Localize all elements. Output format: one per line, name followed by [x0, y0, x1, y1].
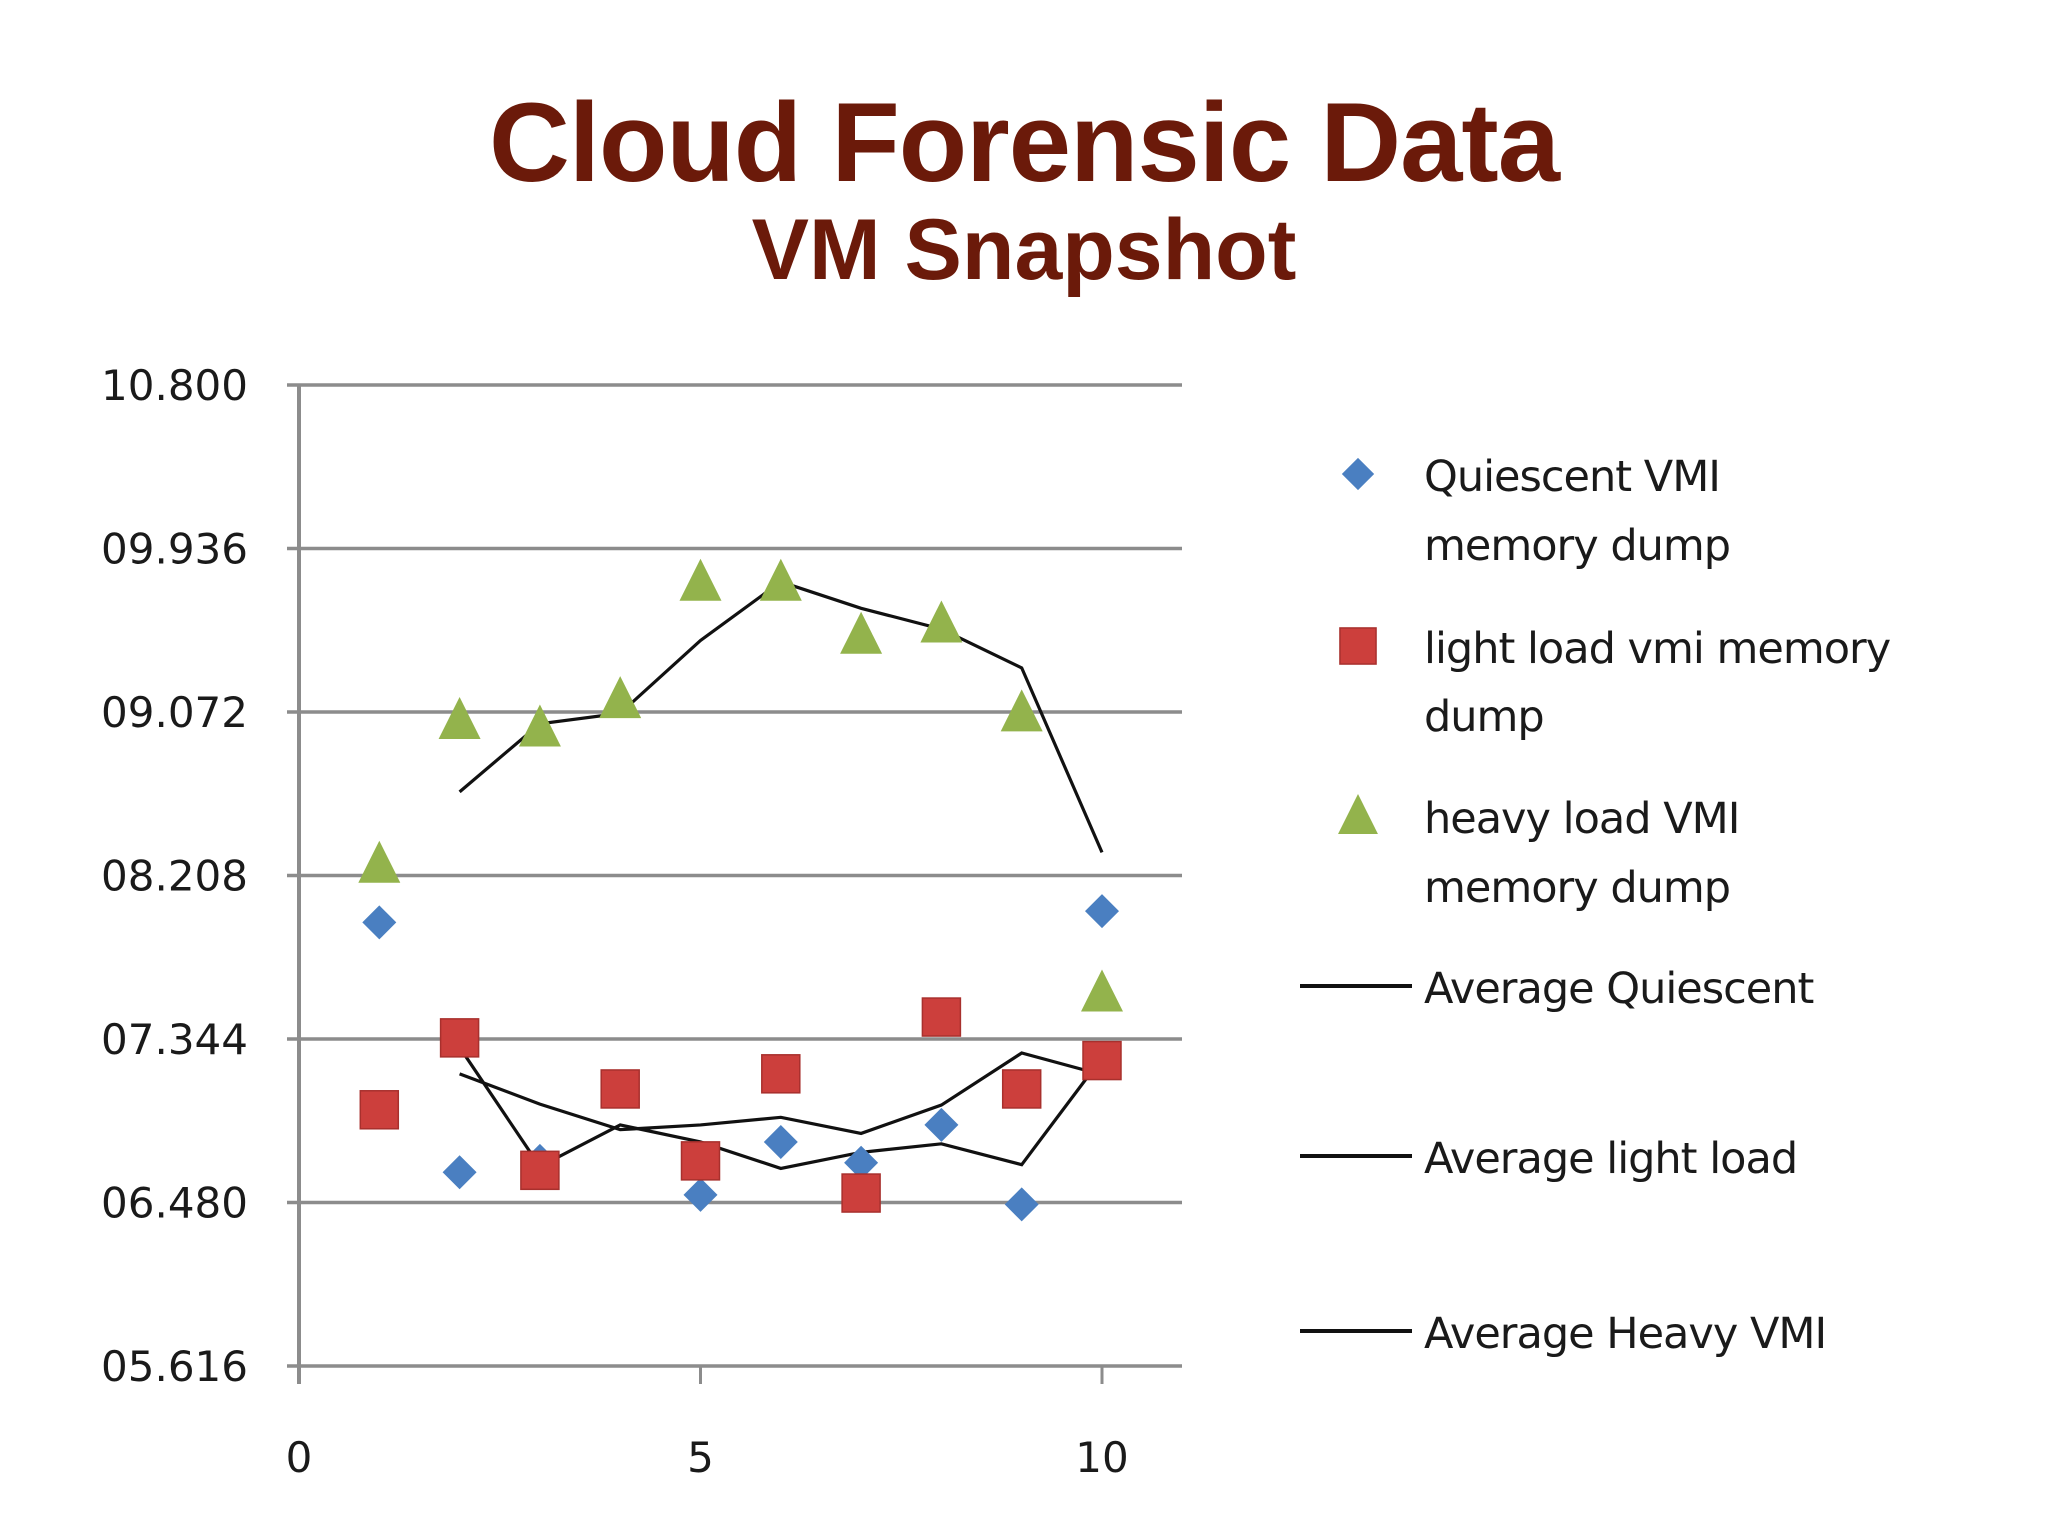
y-tick-label: 05.616: [101, 1342, 248, 1391]
diamond-marker: [924, 1107, 959, 1142]
legend-label: Average Heavy VMI: [1424, 1309, 1826, 1359]
square-marker: [761, 1054, 801, 1094]
chart-axes: [297, 385, 1104, 1384]
legend-item: Average Quiescent: [1300, 964, 1814, 1014]
page-subtitle: VM Snapshot: [751, 202, 1297, 298]
square-marker: [520, 1150, 560, 1191]
triangle-marker: [679, 558, 722, 601]
legend-item: Average light load: [1300, 1134, 1798, 1184]
y-axis-labels: 10.800 09.936 09.072 08.208 07.344 06.480 05.6…: [101, 361, 248, 1391]
legend-label: light load vmi memory: [1424, 624, 1891, 674]
diamond-legend-icon: [1341, 457, 1375, 491]
triangle-marker: [518, 704, 561, 747]
y-tick-label: 06.480: [101, 1179, 248, 1228]
triangle-marker: [1081, 969, 1123, 1012]
x-tick-label: 5: [687, 1433, 714, 1482]
y-tick-label: 10.800: [101, 361, 248, 410]
diamond-marker: [763, 1124, 798, 1159]
square-marker: [1001, 1069, 1042, 1109]
square-marker: [359, 1090, 400, 1130]
legend-label: memory dump: [1424, 521, 1730, 571]
data-markers: [358, 558, 1123, 1222]
y-tick-label: 09.072: [101, 688, 248, 737]
legend-item: light load vmi memory dump: [1339, 624, 1892, 742]
triangle-marker: [759, 558, 802, 601]
legend-label: Average Quiescent: [1424, 964, 1813, 1014]
triangle-marker: [599, 676, 642, 719]
diamond-marker: [844, 1145, 879, 1180]
legend-label: Quiescent VMI: [1424, 452, 1720, 502]
square-marker: [841, 1173, 881, 1213]
diamond-marker: [442, 1155, 477, 1190]
square-marker: [680, 1141, 721, 1181]
square-legend-icon: [1339, 627, 1377, 665]
triangle-marker: [920, 600, 963, 643]
legend-label: Average light load: [1424, 1134, 1797, 1184]
triangle-legend-icon: [1338, 793, 1378, 835]
average-line: [458, 580, 1104, 854]
chart-gridlines: [287, 383, 1182, 1368]
legend-label: dump: [1424, 692, 1544, 742]
triangle-marker: [358, 840, 401, 883]
average-line: [458, 1046, 1104, 1171]
legend-label: memory dump: [1424, 863, 1730, 913]
legend-item: Quiescent VMI memory dump: [1341, 452, 1731, 571]
y-tick-label: 08.208: [101, 852, 248, 901]
x-tick-label: 0: [286, 1433, 313, 1482]
square-marker: [1082, 1040, 1122, 1081]
square-marker: [600, 1069, 640, 1109]
average-line: [459, 1051, 1103, 1136]
triangle-marker: [438, 696, 481, 739]
diamond-marker: [1004, 1187, 1039, 1222]
triangle-marker: [1000, 689, 1043, 732]
legend-item: Average Heavy VMI: [1300, 1309, 1827, 1359]
square-marker: [921, 997, 962, 1037]
x-tick-label: 10: [1075, 1433, 1128, 1482]
x-axis-labels: 0 5 10: [286, 1433, 1129, 1482]
y-tick-label: 09.936: [101, 525, 248, 574]
square-marker: [439, 1018, 480, 1058]
legend-item: heavy load VMI memory dump: [1338, 793, 1740, 913]
diamond-marker: [1085, 894, 1119, 929]
triangle-marker: [840, 611, 883, 654]
chart-legend: Quiescent VMI memory dump light load vmi m…: [1300, 452, 1892, 1359]
y-tick-label: 07.344: [101, 1015, 248, 1064]
page-title: Cloud Forensic Data: [488, 80, 1560, 205]
legend-label: heavy load VMI: [1424, 794, 1739, 844]
diamond-marker: [683, 1177, 718, 1212]
diamond-marker: [362, 905, 397, 940]
